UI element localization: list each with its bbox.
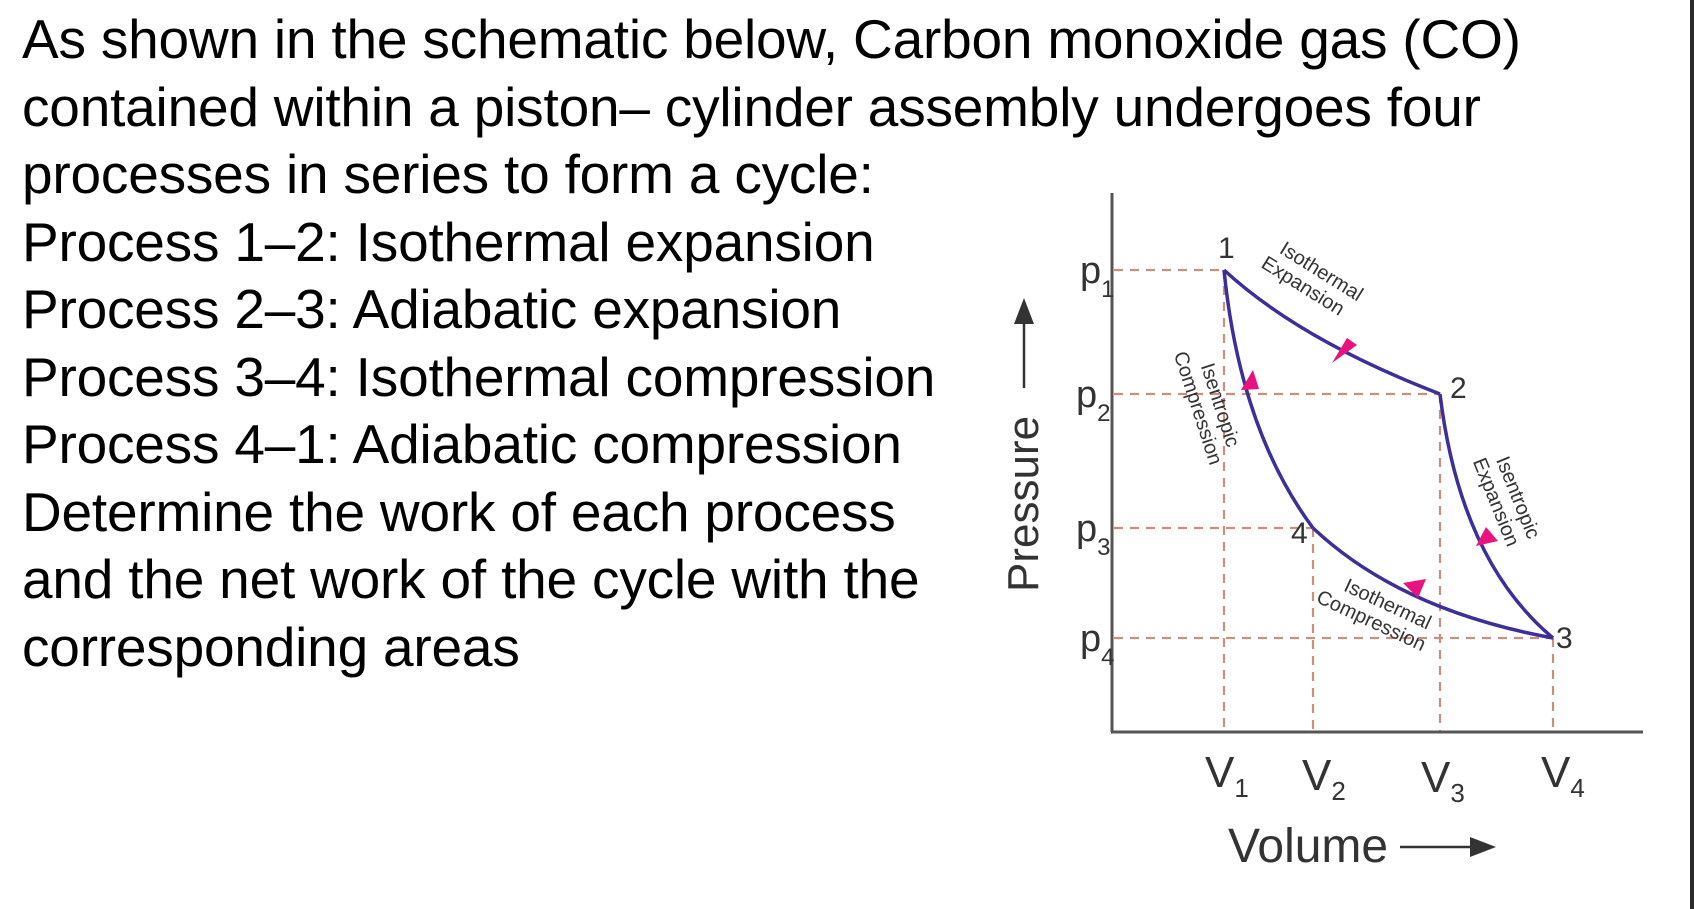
- p1-label: p1: [1080, 250, 1115, 303]
- point-2-label: 2: [1450, 372, 1467, 405]
- point-labels: 1 2 3 4: [1218, 232, 1573, 655]
- pressure-arrow-icon: [1014, 298, 1034, 324]
- question-line: corresponding areas: [22, 615, 520, 678]
- y-axis-title: Pressure: [999, 298, 1048, 592]
- curve-2-3-isentropic-expansion: [1438, 393, 1555, 640]
- isentropic-expansion-label: Isentropic Expansion: [1468, 453, 1544, 549]
- curve-4-1-isentropic-compression: [1222, 269, 1315, 530]
- axes: [1110, 193, 1643, 734]
- window-edge: [1690, 0, 1694, 909]
- question-line: As shown in the schematic below, Carbon …: [22, 8, 1521, 70]
- cycle-curves: [1222, 268, 1555, 640]
- x-axis-title: Volume: [1228, 820, 1496, 873]
- isothermal-compression-label: Isothermal Compression: [1313, 575, 1435, 656]
- arrow-2-3-icon: [1476, 527, 1498, 546]
- process-3-4-line: Process 3–4: Isothermal compression: [22, 345, 936, 408]
- p3-label: p3: [1076, 508, 1111, 561]
- v1-label: V1: [1205, 748, 1249, 803]
- question-line: Determine the work of each process: [22, 480, 896, 543]
- p4-label: p4: [1080, 618, 1115, 671]
- process-4-1-line: Process 4–1: Adiabatic compression: [22, 413, 902, 475]
- point-4-label: 4: [1291, 517, 1308, 550]
- arrow-1-2-icon: [1332, 338, 1357, 363]
- process-2-3-line: Process 2–3: Adiabatic expansion: [22, 278, 842, 340]
- isentropic-compression-label: Isentropic Compression: [1169, 349, 1244, 468]
- point-1-label: 1: [1218, 232, 1235, 265]
- volume-arrow-icon: [1470, 837, 1496, 857]
- question-text: As shown in the schematic below, Carbon …: [22, 6, 1682, 681]
- p2-label: p2: [1076, 374, 1111, 427]
- pressure-label: Pressure: [999, 416, 1048, 592]
- guide-lines: [1114, 268, 1555, 731]
- v3-label: V3: [1421, 753, 1465, 808]
- arrow-4-1-icon: [1241, 370, 1259, 390]
- point-3-label: 3: [1556, 622, 1573, 655]
- curve-1-2-isothermal-expansion: [1222, 268, 1441, 396]
- question-line: processes in series to form a cycle:: [22, 143, 874, 205]
- v4-label: V4: [1541, 748, 1585, 803]
- process-labels: Isothermal Expansion Isentropic Expansio…: [1169, 238, 1544, 656]
- v2-label: V2: [1302, 751, 1346, 806]
- pressure-ticks: p1 p2 p3 p4: [1076, 250, 1115, 671]
- volume-label: Volume: [1228, 820, 1388, 873]
- question-line: and the net work of the cycle with the: [22, 548, 920, 610]
- process-1-2-line: Process 1–2: Isothermal expansion: [22, 210, 875, 273]
- direction-arrows: [1241, 338, 1498, 598]
- volume-ticks: V1 V2 V3 V4: [1205, 748, 1585, 808]
- arrow-3-4-icon: [1403, 579, 1426, 598]
- question-line: contained within a piston– cylinder asse…: [22, 75, 1481, 138]
